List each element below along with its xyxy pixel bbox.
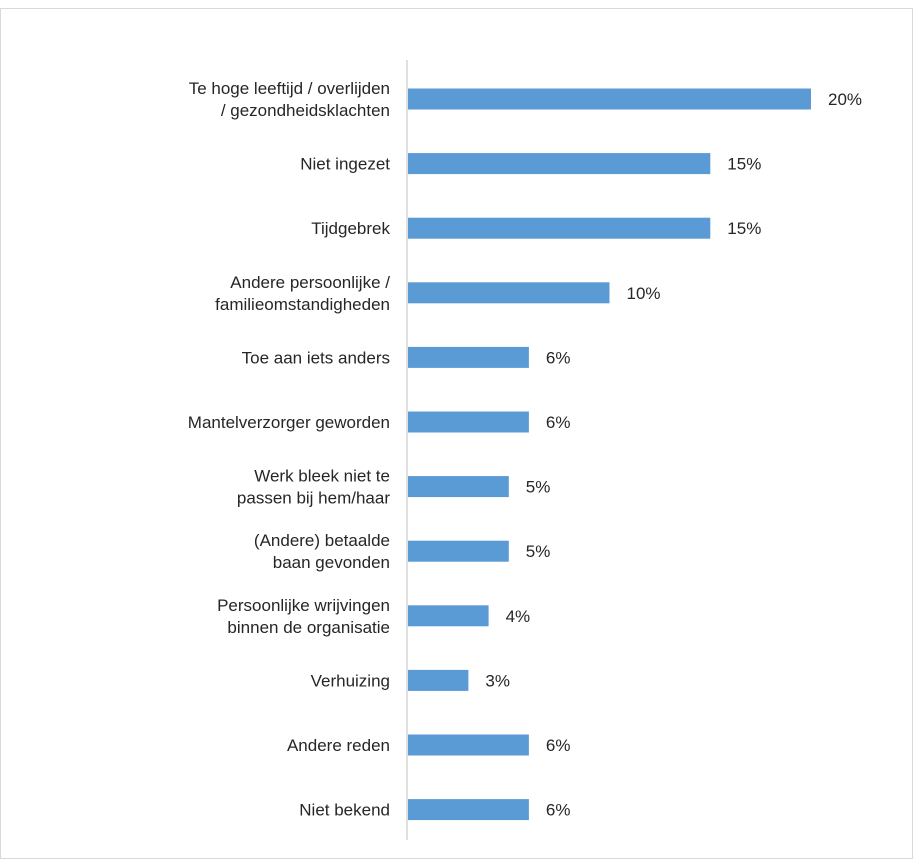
category-label: Niet ingezet bbox=[300, 155, 390, 174]
bar bbox=[408, 605, 489, 627]
bar bbox=[408, 476, 509, 498]
data-label: 6% bbox=[546, 801, 571, 820]
data-label: 4% bbox=[506, 607, 531, 626]
category-label: Verhuizing bbox=[311, 671, 390, 690]
bar bbox=[408, 153, 711, 175]
data-label: 3% bbox=[485, 671, 510, 690]
category-label: Andere reden bbox=[287, 736, 390, 755]
category-label: familieomstandigheden bbox=[215, 295, 390, 314]
category-label: Toe aan iets anders bbox=[242, 348, 390, 367]
data-label: 6% bbox=[546, 736, 571, 755]
category-label: Mantelverzorger geworden bbox=[188, 413, 390, 432]
data-label: 6% bbox=[546, 413, 571, 432]
category-label: / gezondheidsklachten bbox=[221, 101, 390, 120]
bar bbox=[408, 669, 469, 691]
data-label: 5% bbox=[526, 478, 551, 497]
category-label: Tijdgebrek bbox=[311, 219, 390, 238]
data-label: 10% bbox=[627, 284, 661, 303]
data-label: 6% bbox=[546, 348, 571, 367]
category-label: Persoonlijke wrijvingen bbox=[217, 596, 390, 615]
bar bbox=[408, 799, 529, 821]
bar bbox=[408, 411, 529, 433]
category-label: Werk bleek niet te bbox=[254, 467, 390, 486]
category-label: (Andere) betaalde bbox=[254, 531, 390, 550]
category-label: binnen de organisatie bbox=[227, 618, 390, 637]
bar bbox=[408, 282, 610, 304]
data-label: 15% bbox=[727, 219, 761, 238]
bar bbox=[408, 88, 811, 110]
data-label: 20% bbox=[828, 90, 862, 109]
bar bbox=[408, 734, 529, 756]
bar bbox=[408, 346, 529, 368]
bar bbox=[408, 217, 711, 239]
chart-frame bbox=[0, 8, 913, 859]
data-label: 15% bbox=[727, 155, 761, 174]
data-label: 5% bbox=[526, 542, 551, 561]
category-label: baan gevonden bbox=[273, 553, 390, 572]
category-label: Andere persoonlijke / bbox=[230, 273, 390, 292]
category-label: Niet bekend bbox=[299, 801, 390, 820]
bar bbox=[408, 540, 509, 562]
category-label: Te hoge leeftijd / overlijden bbox=[189, 79, 390, 98]
category-label: passen bij hem/haar bbox=[237, 489, 390, 508]
